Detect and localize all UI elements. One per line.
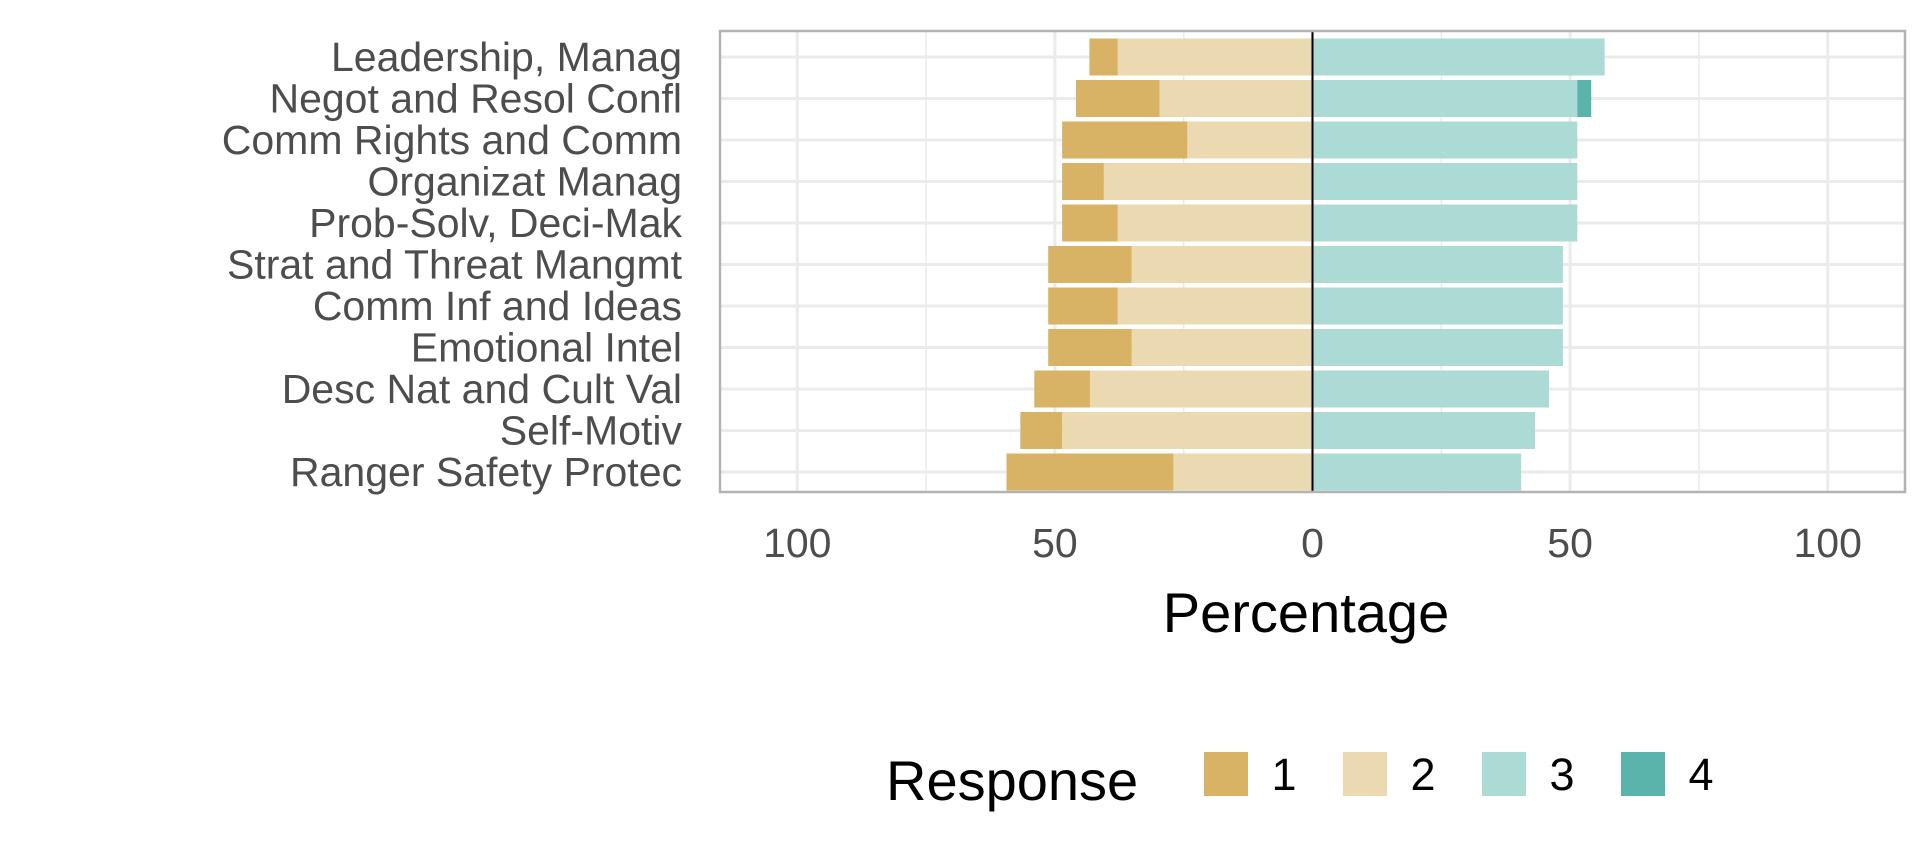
x-tick-label: 100 <box>763 520 831 566</box>
bar-segment-response-2 <box>1131 329 1313 366</box>
bar-segment-response-2 <box>1117 204 1313 242</box>
bar-segment-response-1 <box>1006 453 1174 491</box>
bar-segment-response-3 <box>1312 246 1563 283</box>
legend-title: Response <box>886 749 1138 812</box>
bar-segment-response-2 <box>1117 38 1313 76</box>
bar-segment-response-3 <box>1312 121 1578 159</box>
bar-segment-response-1 <box>1048 246 1132 283</box>
category-label: Ranger Safety Protec <box>290 449 682 495</box>
bar-segment-response-1 <box>1048 287 1118 325</box>
legend-label: 1 <box>1271 749 1296 800</box>
bar-segment-response-1 <box>1062 163 1104 200</box>
bar-segment-response-3 <box>1312 163 1578 200</box>
bar-segment-response-3 <box>1312 370 1549 408</box>
x-axis-title: Percentage <box>1163 581 1449 644</box>
category-label: Desc Nat and Cult Val <box>282 366 682 412</box>
category-label: Leadership, Manag <box>331 34 682 80</box>
bar-segment-response-1 <box>1020 412 1063 449</box>
bar-segment-response-1 <box>1062 121 1188 159</box>
bar-segment-response-1 <box>1062 204 1118 242</box>
bars <box>1006 38 1605 491</box>
legend-key-4 <box>1621 752 1665 796</box>
x-tick-label: 0 <box>1301 520 1324 566</box>
x-tick-labels: 100 50 0 50 100 <box>763 520 1862 566</box>
bar-segment-response-2 <box>1062 412 1313 449</box>
category-label: Comm Rights and Comm <box>222 117 682 163</box>
bar-segment-response-1 <box>1034 370 1090 408</box>
category-label: Prob-Solv, Deci-Mak <box>309 200 682 246</box>
bar-segment-response-3 <box>1312 412 1536 449</box>
bar-segment-response-2 <box>1089 370 1313 408</box>
bar-segment-response-2 <box>1131 246 1313 283</box>
category-label: Organizat Manag <box>367 159 682 205</box>
category-label: Strat and Threat Mangmt <box>227 242 683 288</box>
bar-segment-response-2 <box>1173 453 1313 491</box>
bar-segment-response-2 <box>1187 121 1313 159</box>
bar-segment-response-2 <box>1159 80 1313 117</box>
legend: Response 1 2 3 4 <box>886 749 1714 812</box>
bar-segment-response-3 <box>1312 38 1605 76</box>
category-label: Negot and Resol Confl <box>269 76 682 122</box>
legend-key-1 <box>1204 752 1248 796</box>
bar-segment-response-4 <box>1577 80 1592 117</box>
x-tick-label: 100 <box>1794 520 1862 566</box>
legend-label: 4 <box>1688 749 1713 800</box>
bar-segment-response-3 <box>1312 204 1578 242</box>
bar-segment-response-3 <box>1312 287 1563 325</box>
bar-segment-response-3 <box>1312 453 1522 491</box>
bar-segment-response-1 <box>1048 329 1132 366</box>
legend-label: 3 <box>1549 749 1574 800</box>
bar-segment-response-1 <box>1089 38 1118 76</box>
bar-segment-response-3 <box>1312 329 1563 366</box>
category-label: Comm Inf and Ideas <box>313 283 682 329</box>
bar-segment-response-1 <box>1076 80 1160 117</box>
legend-key-2 <box>1343 752 1387 796</box>
bar-segment-response-2 <box>1117 287 1313 325</box>
category-label: Emotional Intel <box>411 325 682 371</box>
legend-label: 2 <box>1410 749 1435 800</box>
category-label: Self-Motiv <box>500 408 683 454</box>
legend-key-3 <box>1482 752 1526 796</box>
bar-segment-response-2 <box>1103 163 1313 200</box>
x-tick-label: 50 <box>1547 520 1593 566</box>
panel-border <box>718 29 1907 494</box>
x-tick-label: 50 <box>1032 520 1078 566</box>
bar-segment-response-3 <box>1312 80 1578 117</box>
